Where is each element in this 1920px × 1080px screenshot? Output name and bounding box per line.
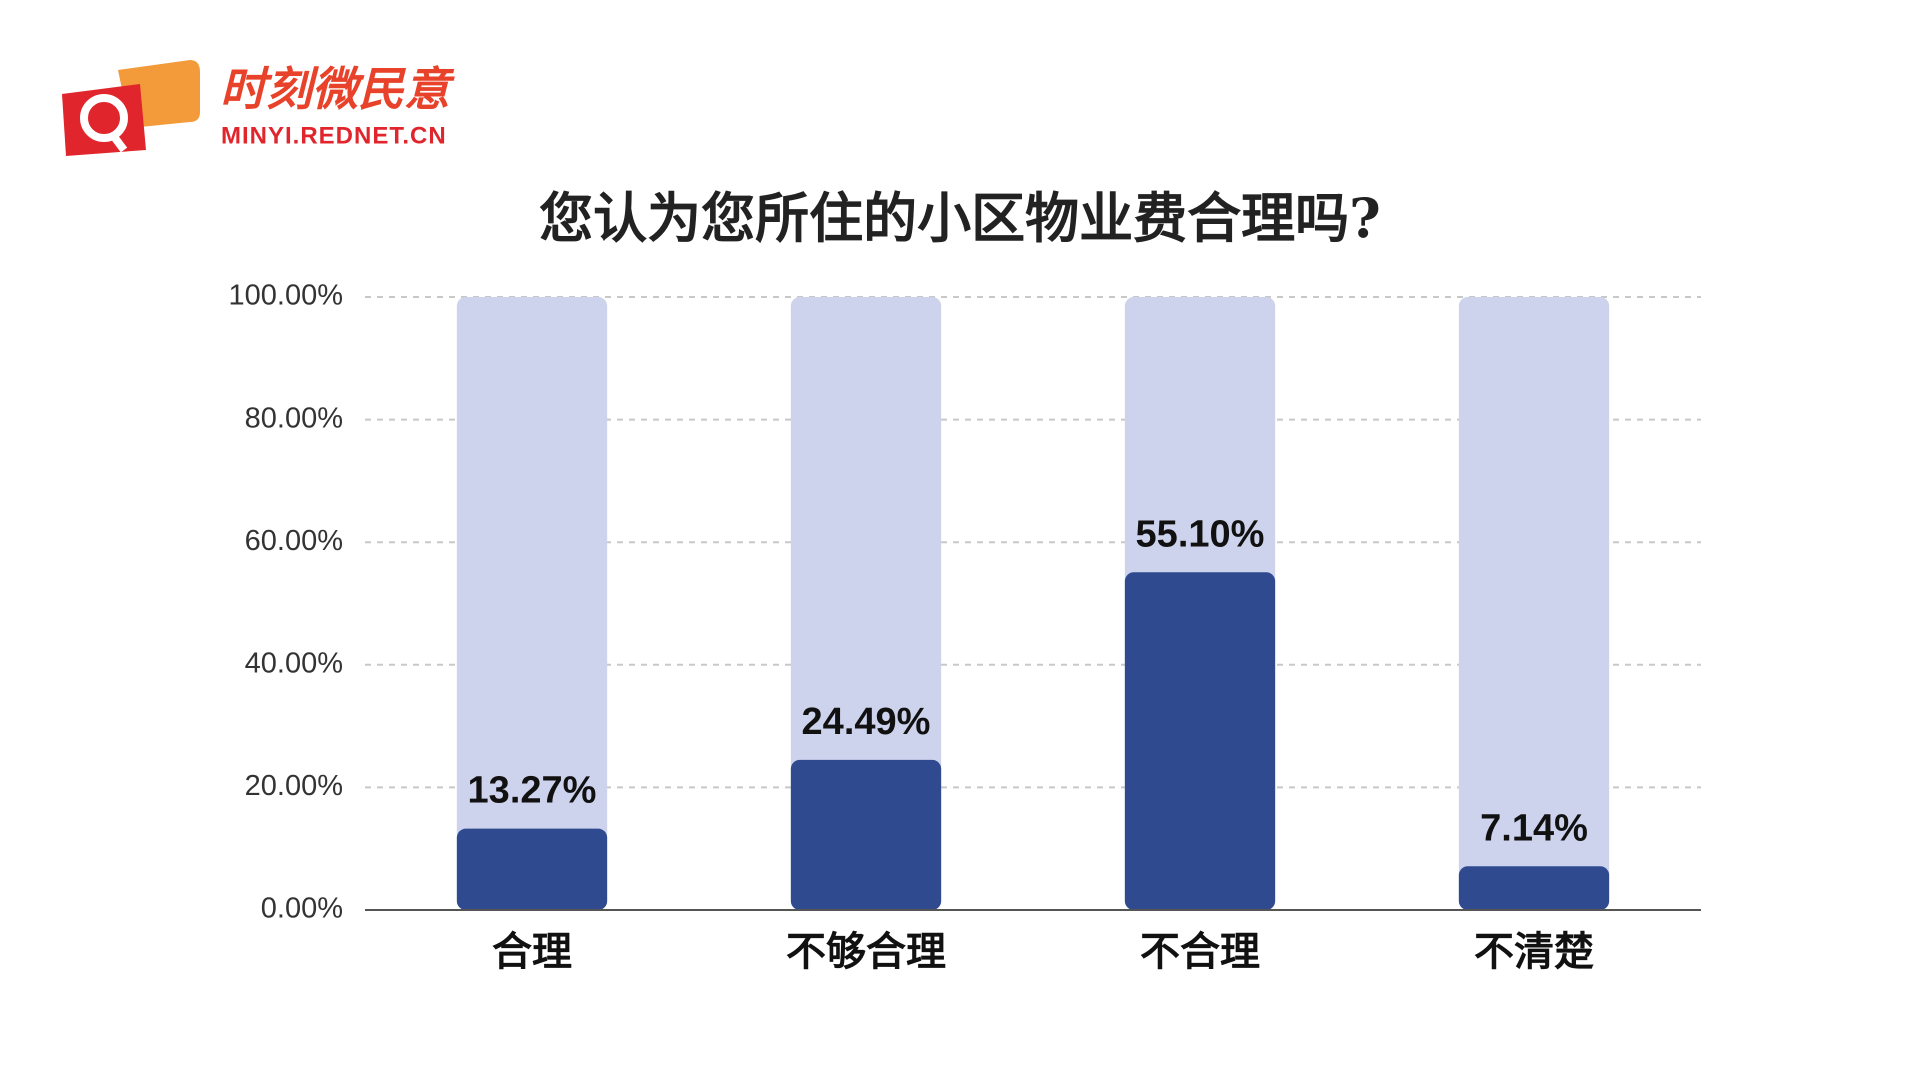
brand-name: 时刻微民意 [220, 63, 455, 115]
y-tick-label: 80.00% [245, 402, 343, 434]
y-tick-label: 20.00% [245, 770, 343, 802]
logo-handle [108, 131, 128, 153]
bar [456, 828, 608, 910]
bar-track [1458, 297, 1610, 910]
x-tick-label: 不够合理 [786, 928, 946, 975]
value-label: 24.49% [802, 701, 931, 743]
y-tick-label: 40.00% [245, 647, 343, 679]
y-tick-label: 60.00% [245, 525, 343, 557]
value-label: 7.14% [1480, 807, 1588, 849]
bar [1124, 572, 1276, 910]
chart-title: 您认为您所住的小区物业费合理吗? [539, 186, 1381, 250]
brand-url: MINYI.REDNET.CN [221, 122, 447, 149]
value-label: 55.10% [1136, 513, 1265, 555]
y-tick-label: 100.00% [229, 280, 344, 312]
bar [790, 759, 942, 910]
logo-lens [80, 94, 128, 142]
y-tick-label: 0.00% [261, 893, 343, 925]
bar [1458, 866, 1610, 910]
bar-track [790, 297, 942, 910]
logo [62, 60, 200, 156]
x-tick-label: 合理 [492, 928, 572, 975]
bar-track [456, 297, 608, 910]
x-tick-label: 不合理 [1140, 928, 1260, 975]
x-tick-label: 不清楚 [1474, 928, 1594, 975]
logo-box [62, 84, 146, 156]
value-label: 13.27% [468, 770, 597, 812]
